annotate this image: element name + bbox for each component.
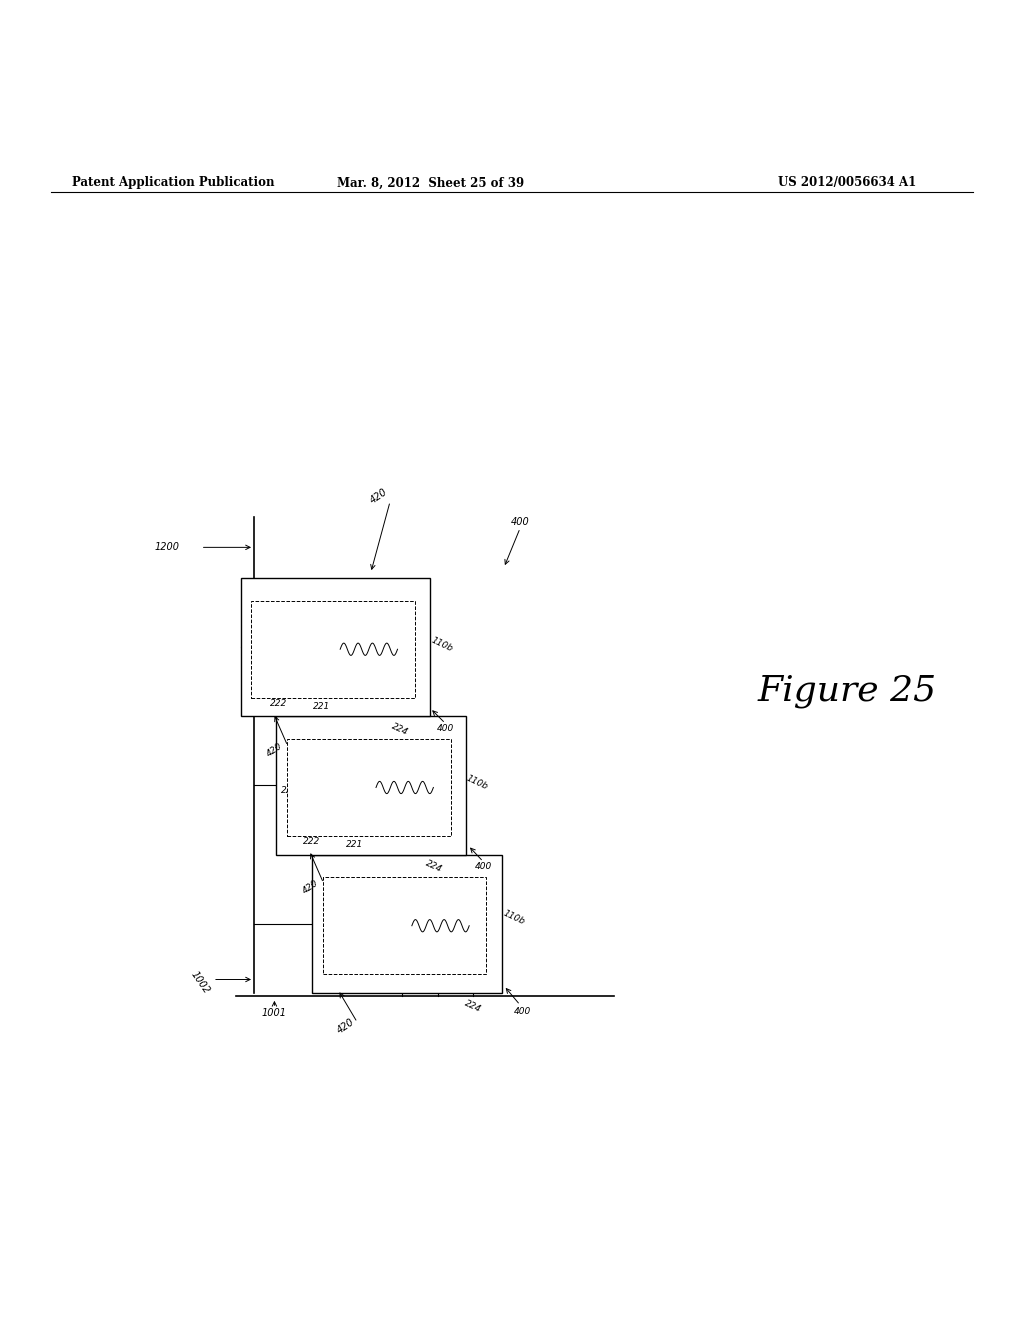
Text: 420: 420 bbox=[369, 487, 389, 506]
Text: 400: 400 bbox=[475, 862, 492, 871]
Text: 110b: 110b bbox=[502, 909, 526, 927]
Text: 430: 430 bbox=[311, 780, 328, 789]
Text: 110b: 110b bbox=[430, 636, 455, 653]
Text: Figure 25: Figure 25 bbox=[758, 673, 937, 708]
Text: 400: 400 bbox=[514, 1007, 530, 1015]
Text: 430: 430 bbox=[276, 645, 293, 655]
Text: 400: 400 bbox=[437, 725, 454, 733]
Text: 224: 224 bbox=[464, 998, 482, 1014]
Text: US 2012/0056634 A1: US 2012/0056634 A1 bbox=[778, 177, 916, 189]
Text: 420: 420 bbox=[265, 742, 284, 759]
Text: 224: 224 bbox=[425, 859, 443, 875]
Text: 400: 400 bbox=[511, 516, 529, 527]
Bar bbox=[312, 854, 502, 993]
Text: 420: 420 bbox=[336, 1018, 356, 1036]
Text: 430: 430 bbox=[345, 916, 361, 925]
Bar bbox=[287, 739, 451, 836]
Bar bbox=[276, 717, 466, 854]
Text: 221: 221 bbox=[346, 840, 362, 849]
Text: 222: 222 bbox=[303, 837, 319, 846]
Bar bbox=[251, 601, 415, 698]
Text: 221: 221 bbox=[313, 702, 330, 710]
Bar bbox=[241, 578, 430, 717]
Text: 1200: 1200 bbox=[155, 543, 179, 552]
Text: Mar. 8, 2012  Sheet 25 of 39: Mar. 8, 2012 Sheet 25 of 39 bbox=[337, 177, 523, 189]
Text: 222: 222 bbox=[270, 698, 287, 708]
Text: 110b: 110b bbox=[465, 774, 489, 792]
Text: Patent Application Publication: Patent Application Publication bbox=[72, 177, 274, 189]
Text: 1001: 1001 bbox=[262, 1008, 287, 1018]
Bar bbox=[323, 876, 486, 974]
Text: 221: 221 bbox=[282, 785, 298, 795]
Text: 420: 420 bbox=[301, 879, 319, 896]
Text: 224: 224 bbox=[390, 722, 409, 738]
Text: 1002: 1002 bbox=[188, 969, 211, 995]
